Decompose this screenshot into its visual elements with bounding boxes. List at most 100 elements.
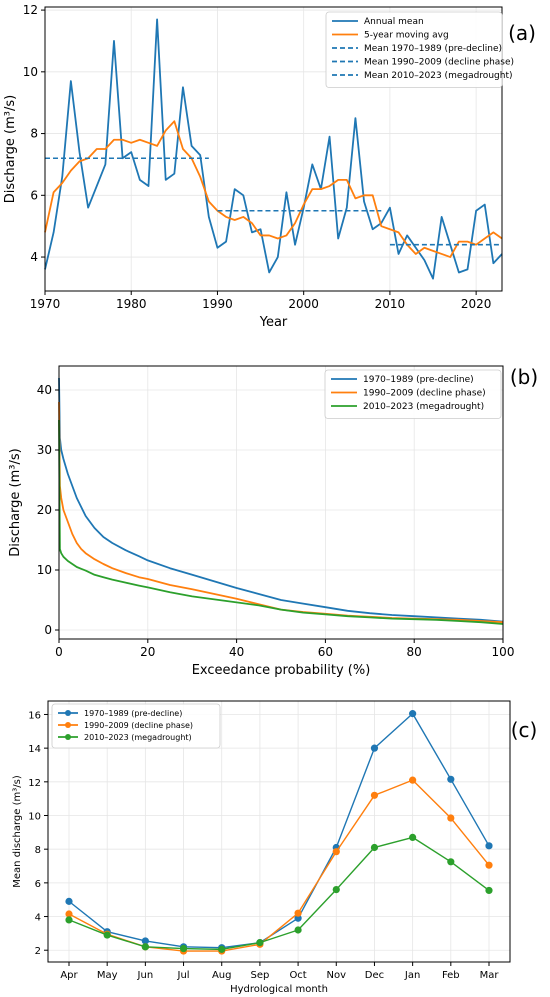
series-line-1 bbox=[58, 377, 504, 623]
data-point bbox=[294, 926, 302, 934]
plot-frame bbox=[47, 700, 511, 963]
legend-label: 2010–2023 (megadrought) bbox=[84, 733, 192, 742]
data-point bbox=[141, 937, 149, 945]
x-axis-label: Hydrological month bbox=[230, 984, 328, 995]
data-point bbox=[370, 843, 379, 852]
series-line-1 bbox=[68, 712, 490, 949]
x-tick-label: Jun bbox=[137, 970, 154, 981]
data-point bbox=[485, 861, 493, 869]
y-tick-label: 4 bbox=[35, 913, 41, 924]
chart-panel-2: 0 20 40 60 80 100 0 10 20 30 40 Exceedance probabil… bbox=[8, 365, 538, 678]
y-tick-label: 8 bbox=[30, 127, 38, 141]
y-tick-label: 6 bbox=[35, 879, 41, 890]
data-point bbox=[179, 944, 188, 953]
legend-label: Annual mean bbox=[364, 17, 424, 27]
legend-label: 5-year moving avg bbox=[364, 31, 449, 41]
x-tick-label: Jul bbox=[177, 970, 190, 981]
legend-label: Mean 1990–2009 (decline phase) bbox=[364, 58, 514, 68]
x-tick-label: Aug bbox=[212, 970, 232, 981]
panel-label: (b) bbox=[510, 365, 538, 389]
x-tick-label: Jan bbox=[404, 970, 420, 981]
y-tick-label: 2 bbox=[35, 946, 41, 957]
data-point bbox=[409, 710, 417, 718]
data-point bbox=[332, 885, 340, 894]
panel-label: (a) bbox=[508, 21, 536, 45]
data-point bbox=[485, 842, 493, 850]
data-point bbox=[409, 776, 417, 784]
series-line-3 bbox=[68, 836, 490, 951]
y-tick-label: 8 bbox=[35, 845, 41, 856]
x-tick-label: 100 bbox=[492, 645, 515, 659]
y-tick-label: 0 bbox=[44, 623, 52, 637]
x-tick-label: Dec bbox=[365, 970, 384, 981]
data-point bbox=[332, 848, 340, 856]
series-line-2 bbox=[58, 401, 504, 624]
y-axis-label: Discharge (m³/s) bbox=[8, 448, 23, 556]
x-tick-label: Mar bbox=[480, 970, 500, 981]
x-tick-label: 1970 bbox=[30, 297, 61, 311]
legend-label: 1990–2009 (decline phase) bbox=[84, 721, 193, 730]
legend-label: 1970–1989 (pre-decline) bbox=[363, 375, 474, 385]
legend-marker bbox=[65, 734, 71, 740]
legend-marker bbox=[65, 722, 71, 728]
y-tick-label: 16 bbox=[28, 710, 41, 721]
x-tick-label: Nov bbox=[327, 970, 347, 981]
legend-label: 1990–2009 (decline phase) bbox=[363, 389, 486, 399]
data-point bbox=[409, 833, 417, 841]
data-point bbox=[370, 791, 379, 799]
data-point bbox=[218, 945, 226, 953]
series-line-2 bbox=[44, 120, 503, 258]
data-point bbox=[65, 916, 73, 924]
x-tick-label: Apr bbox=[60, 970, 78, 981]
x-axis-label: Exceedance probability (%) bbox=[192, 663, 371, 678]
data-point bbox=[447, 814, 455, 822]
data-point bbox=[141, 943, 149, 951]
x-tick-label: 20 bbox=[140, 645, 155, 659]
data-point bbox=[103, 931, 111, 939]
y-tick-label: 10 bbox=[28, 812, 41, 823]
data-point bbox=[370, 744, 379, 752]
x-tick-label: 1990 bbox=[202, 297, 233, 311]
chart-panel-3: Apr May Jun Jul Aug Sep Oct Nov Dec Jan Feb Mar 2 4 6 8… bbox=[12, 700, 537, 995]
x-tick-label: 60 bbox=[318, 645, 333, 659]
legend: 1970–1989 (pre-decline) 1990–2009 (declin… bbox=[324, 369, 502, 419]
series-line-3 bbox=[58, 419, 504, 625]
legend-box bbox=[325, 11, 503, 88]
legend-label: Mean 1970–1989 (pre-decline) bbox=[364, 44, 502, 54]
y-tick-label: 12 bbox=[23, 3, 38, 17]
y-tick-label: 10 bbox=[23, 65, 38, 79]
x-tick-label: 2010 bbox=[375, 297, 406, 311]
data-point bbox=[65, 897, 73, 905]
data-point bbox=[294, 909, 302, 917]
data-point bbox=[65, 910, 73, 918]
y-tick-label: 4 bbox=[30, 250, 38, 264]
y-axis-label: Mean discharge (m³/s) bbox=[12, 775, 23, 888]
legend-box bbox=[51, 703, 221, 749]
plot-frame bbox=[44, 6, 503, 292]
x-tick-label: Sep bbox=[250, 970, 269, 981]
x-tick-label: 80 bbox=[407, 645, 422, 659]
legend: Annual mean 5-year moving avg Mean 1970–19… bbox=[325, 11, 514, 88]
data-point bbox=[294, 914, 302, 922]
data-point bbox=[447, 775, 455, 783]
chart-panel-1: 1970 1980 1990 2000 2010 2020 4 6 8 10 12 Year Disch… bbox=[3, 3, 536, 330]
y-tick-label: 20 bbox=[37, 503, 52, 517]
legend-box bbox=[324, 369, 502, 419]
legend: 1970–1989 (pre-decline) 1990–2009 (declin… bbox=[51, 703, 221, 749]
series-line-2 bbox=[68, 779, 490, 952]
x-tick-label: 1980 bbox=[116, 297, 147, 311]
legend-label: 1970–1989 (pre-decline) bbox=[84, 709, 182, 718]
x-tick-label: 2020 bbox=[461, 297, 492, 311]
x-tick-label: Oct bbox=[289, 970, 306, 981]
x-axis-label: Year bbox=[259, 315, 288, 330]
data-point bbox=[256, 939, 264, 947]
data-point bbox=[447, 858, 455, 866]
y-axis-label: Discharge (m³/s) bbox=[3, 95, 18, 203]
legend-label: 2010–2023 (megadrought) bbox=[363, 402, 484, 412]
y-tick-label: 6 bbox=[30, 188, 38, 202]
x-tick-label: Feb bbox=[442, 970, 460, 981]
legend-marker bbox=[65, 710, 71, 716]
x-tick-label: 0 bbox=[55, 645, 63, 659]
x-tick-label: 40 bbox=[229, 645, 244, 659]
